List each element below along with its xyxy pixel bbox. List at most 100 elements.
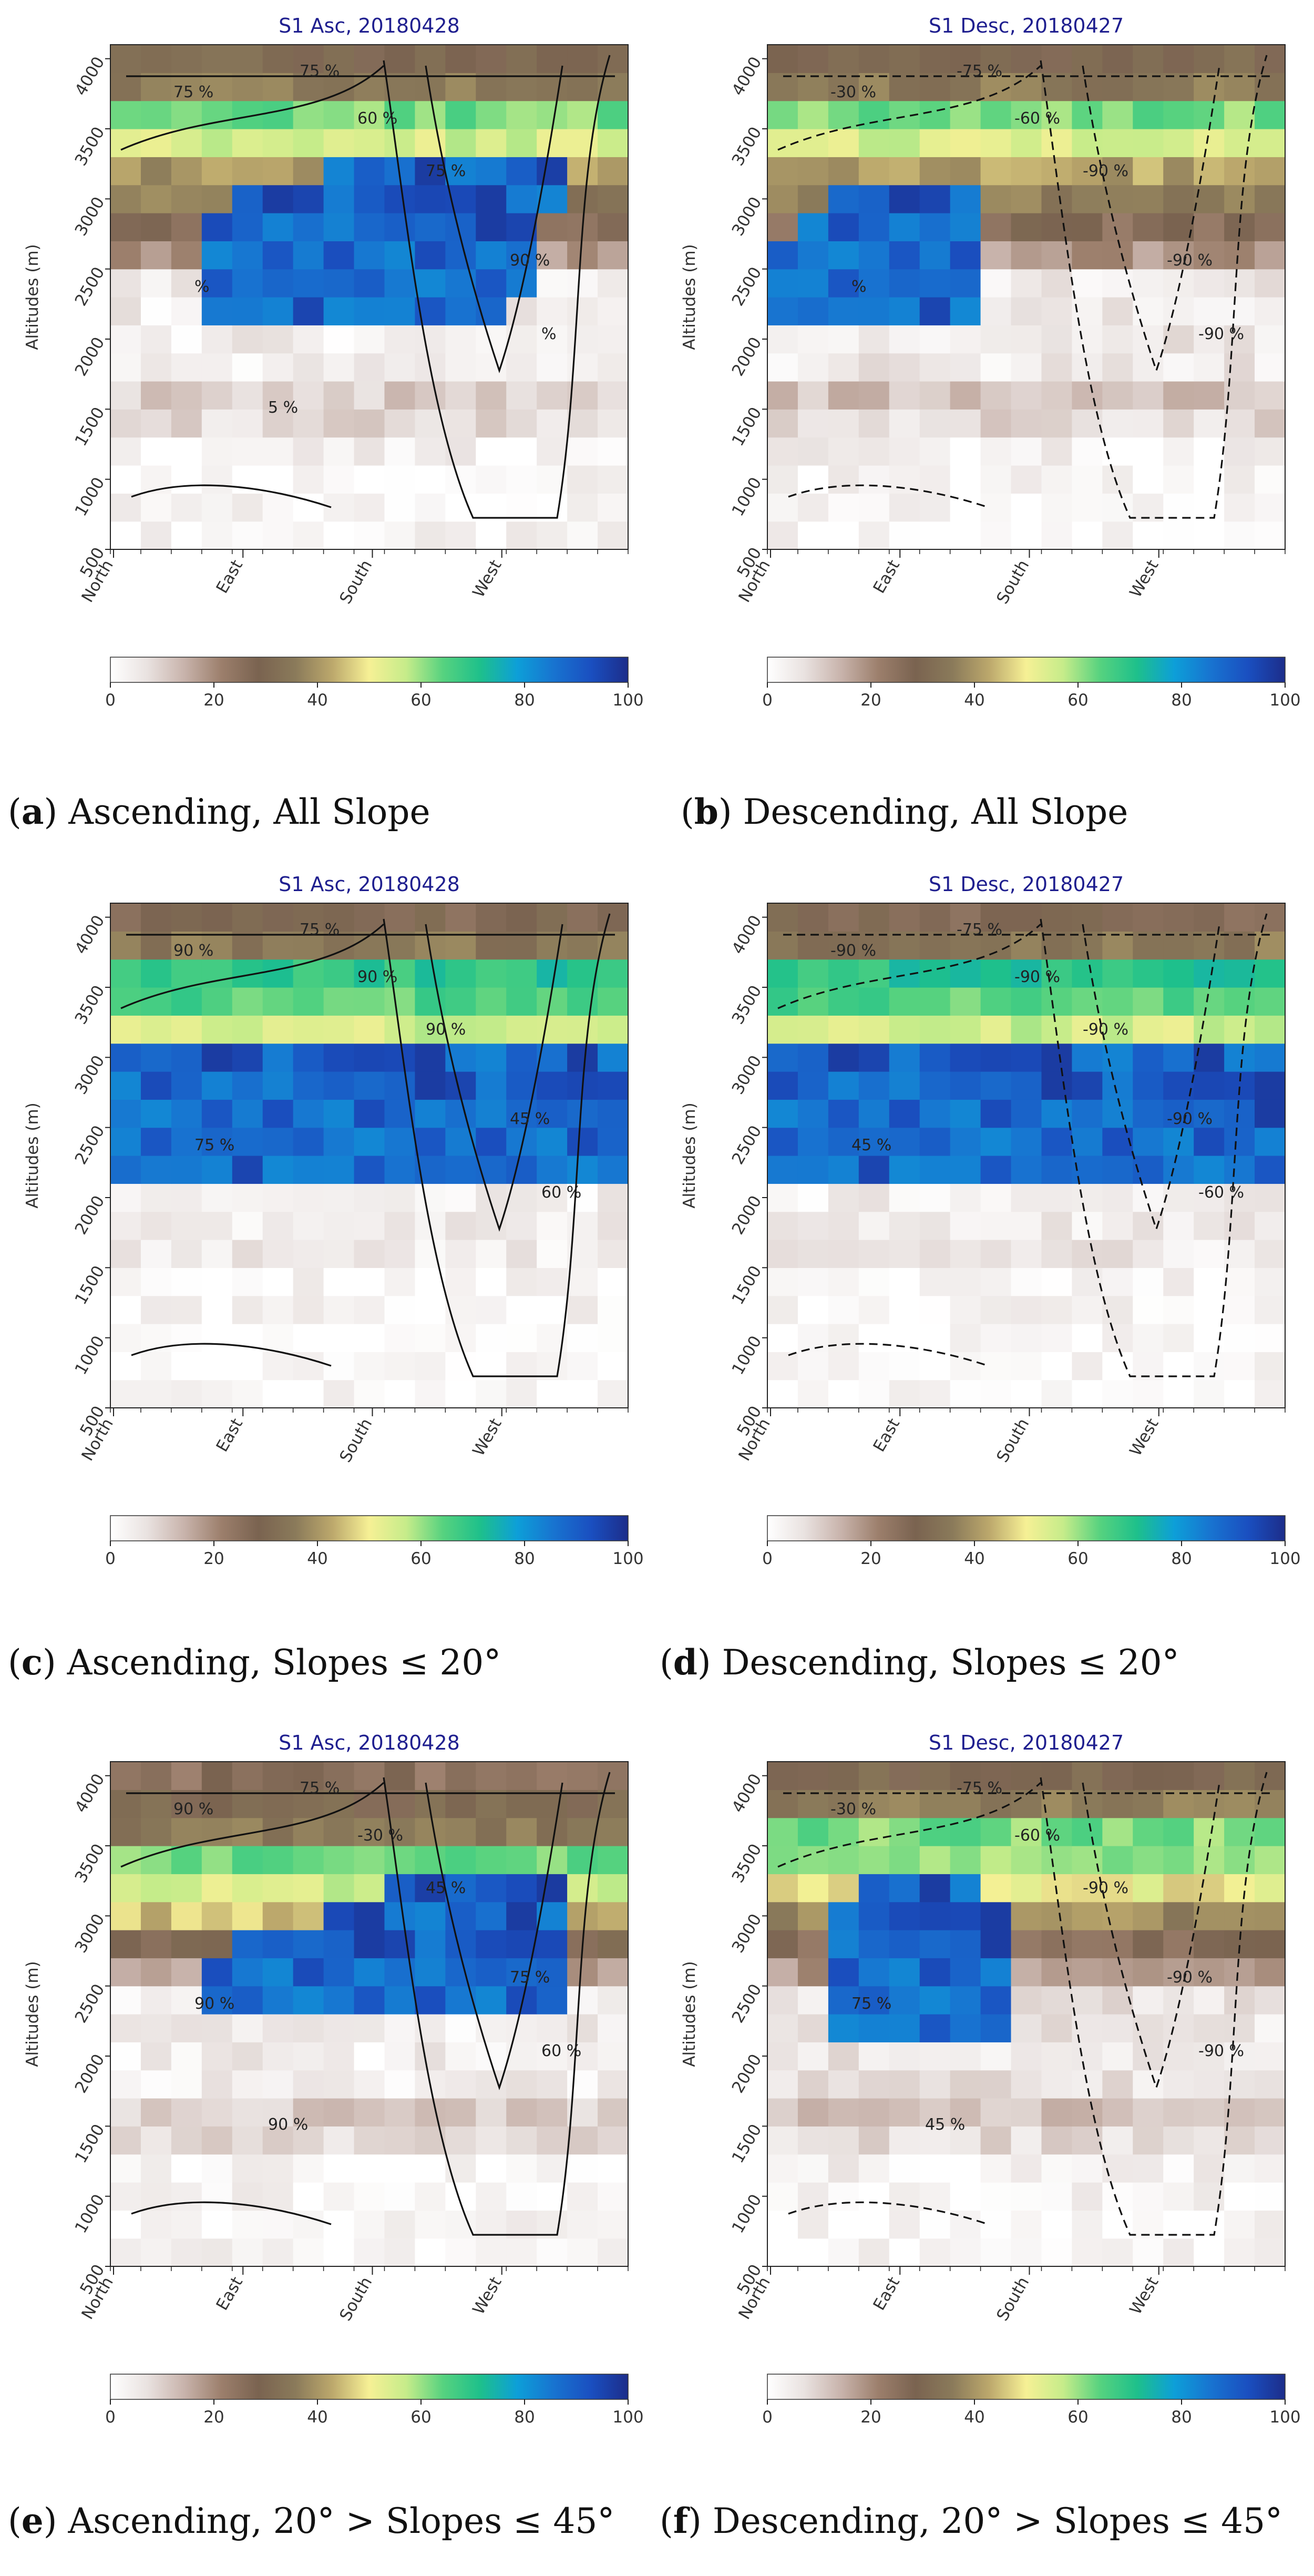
heatmap-cell (1102, 1240, 1133, 1268)
heatmap-cell (506, 1015, 537, 1044)
heatmap-cell (919, 1099, 951, 1128)
contour-line (131, 1343, 332, 1367)
heatmap-cell (354, 1015, 385, 1044)
heatmap-cell (858, 1043, 890, 1072)
heatmap-cell (797, 409, 829, 438)
heatmap-cell (354, 2210, 385, 2239)
heatmap-cell (567, 493, 598, 522)
heatmap-cell (1041, 1240, 1073, 1268)
heatmap-cell (1102, 1043, 1133, 1072)
heatmap-cell (354, 297, 385, 325)
heatmap-cell (476, 2210, 507, 2239)
heatmap-cell (828, 1324, 859, 1352)
heatmap-cell (232, 1127, 263, 1156)
colorbar-tick-label: 40 (964, 2408, 984, 2427)
heatmap-cell (1224, 2182, 1255, 2211)
heatmap-cell (323, 1043, 355, 1072)
heatmap-cell (598, 2070, 629, 2099)
heatmap-cell (140, 2070, 172, 2099)
heatmap-cell (767, 213, 798, 241)
heatmap-cell (767, 1762, 798, 1790)
heatmap-cell (445, 1352, 476, 1381)
heatmap-cell (1194, 2070, 1225, 2099)
heatmap-cell (1072, 157, 1103, 186)
heatmap-cell (262, 1099, 294, 1128)
heatmap-cell (1163, 1267, 1194, 1296)
heatmap-cell (1255, 353, 1286, 382)
heatmap-cell (858, 1099, 890, 1128)
contour-line (383, 55, 611, 519)
heatmap-cell (323, 1958, 355, 1987)
heatmap-cell (598, 1183, 629, 1212)
heatmap-cell (1011, 1295, 1042, 1324)
heatmap-cell (1041, 2154, 1073, 2183)
heatmap-cell (1194, 1986, 1225, 2015)
heatmap-cell (858, 521, 890, 550)
heatmap-cell (858, 409, 890, 438)
heatmap-cell (950, 2126, 981, 2155)
heatmap-cell (323, 100, 355, 129)
heatmap-cell (567, 1874, 598, 1903)
heatmap-cell (415, 2126, 446, 2155)
heatmap-cell (767, 2126, 798, 2155)
heatmap-cell (293, 213, 324, 241)
heatmap-cell (797, 903, 829, 932)
contour-label: -60 % (1014, 1826, 1060, 1845)
heatmap-cell (140, 2098, 172, 2127)
heatmap-cell (476, 353, 507, 382)
heatmap-cell (1194, 353, 1225, 382)
heatmap-cell (140, 157, 172, 186)
heatmap-cell (767, 2070, 798, 2099)
heatmap-cell (919, 129, 951, 157)
contour-label: -60 % (1014, 109, 1060, 128)
heatmap-cell (598, 325, 629, 354)
heatmap-cell (476, 185, 507, 213)
heatmap-cell (828, 437, 859, 466)
heatmap-cell (476, 381, 507, 410)
heatmap-cell (1163, 241, 1194, 270)
heatmap-cell (919, 1762, 951, 1790)
heatmap-cell (950, 1379, 981, 1408)
heatmap-cell (1041, 1211, 1073, 1240)
y-tick-label: 1500 (728, 1263, 766, 1308)
heatmap-cell (171, 2238, 202, 2267)
heatmap-cell (110, 1986, 141, 2015)
contour-label: -90 % (1198, 325, 1244, 343)
heatmap-cell (858, 1790, 890, 1818)
heatmap-cell (1102, 1817, 1133, 1846)
heatmap-cell (140, 1295, 172, 1324)
heatmap-cell (797, 45, 829, 73)
heatmap-cell (889, 1846, 920, 1874)
heatmap-cell (889, 325, 920, 354)
heatmap-cell (110, 521, 141, 550)
heatmap-cell (323, 185, 355, 213)
heatmap-cell (797, 2014, 829, 2042)
heatmap-cell (1011, 157, 1042, 186)
heatmap-cell (476, 1902, 507, 1930)
heatmap-cell (537, 1930, 568, 1958)
heatmap-cell (140, 1817, 172, 1846)
heatmap-chart-f: S1 Desc, 20180427-30 %-75 %-60 %-90 %-90… (680, 1731, 1301, 2427)
heatmap-cell (537, 45, 568, 73)
heatmap-cell (1072, 1043, 1103, 1072)
heatmap-cell (354, 2042, 385, 2071)
heatmap-cell (980, 2210, 1012, 2239)
heatmap-cell (567, 241, 598, 270)
heatmap-cell (858, 241, 890, 270)
heatmap-cell (1163, 269, 1194, 298)
colorbar-tick-label: 60 (410, 691, 431, 710)
heatmap-cell (445, 1817, 476, 1846)
heatmap-cell (950, 409, 981, 438)
heatmap-cell (506, 409, 537, 438)
heatmap-cell (1255, 1043, 1286, 1072)
colorbar (110, 1515, 629, 1541)
heatmap-cell (201, 1762, 233, 1790)
heatmap-cell (1011, 1183, 1042, 1212)
heatmap-cell (1102, 325, 1133, 354)
heatmap-cell (567, 1099, 598, 1128)
heatmap-cell (1163, 493, 1194, 522)
heatmap-cell (828, 1762, 859, 1790)
heatmap-cell (445, 1762, 476, 1790)
heatmap-cell (1072, 2098, 1103, 2127)
heatmap-cell (919, 1156, 951, 1184)
